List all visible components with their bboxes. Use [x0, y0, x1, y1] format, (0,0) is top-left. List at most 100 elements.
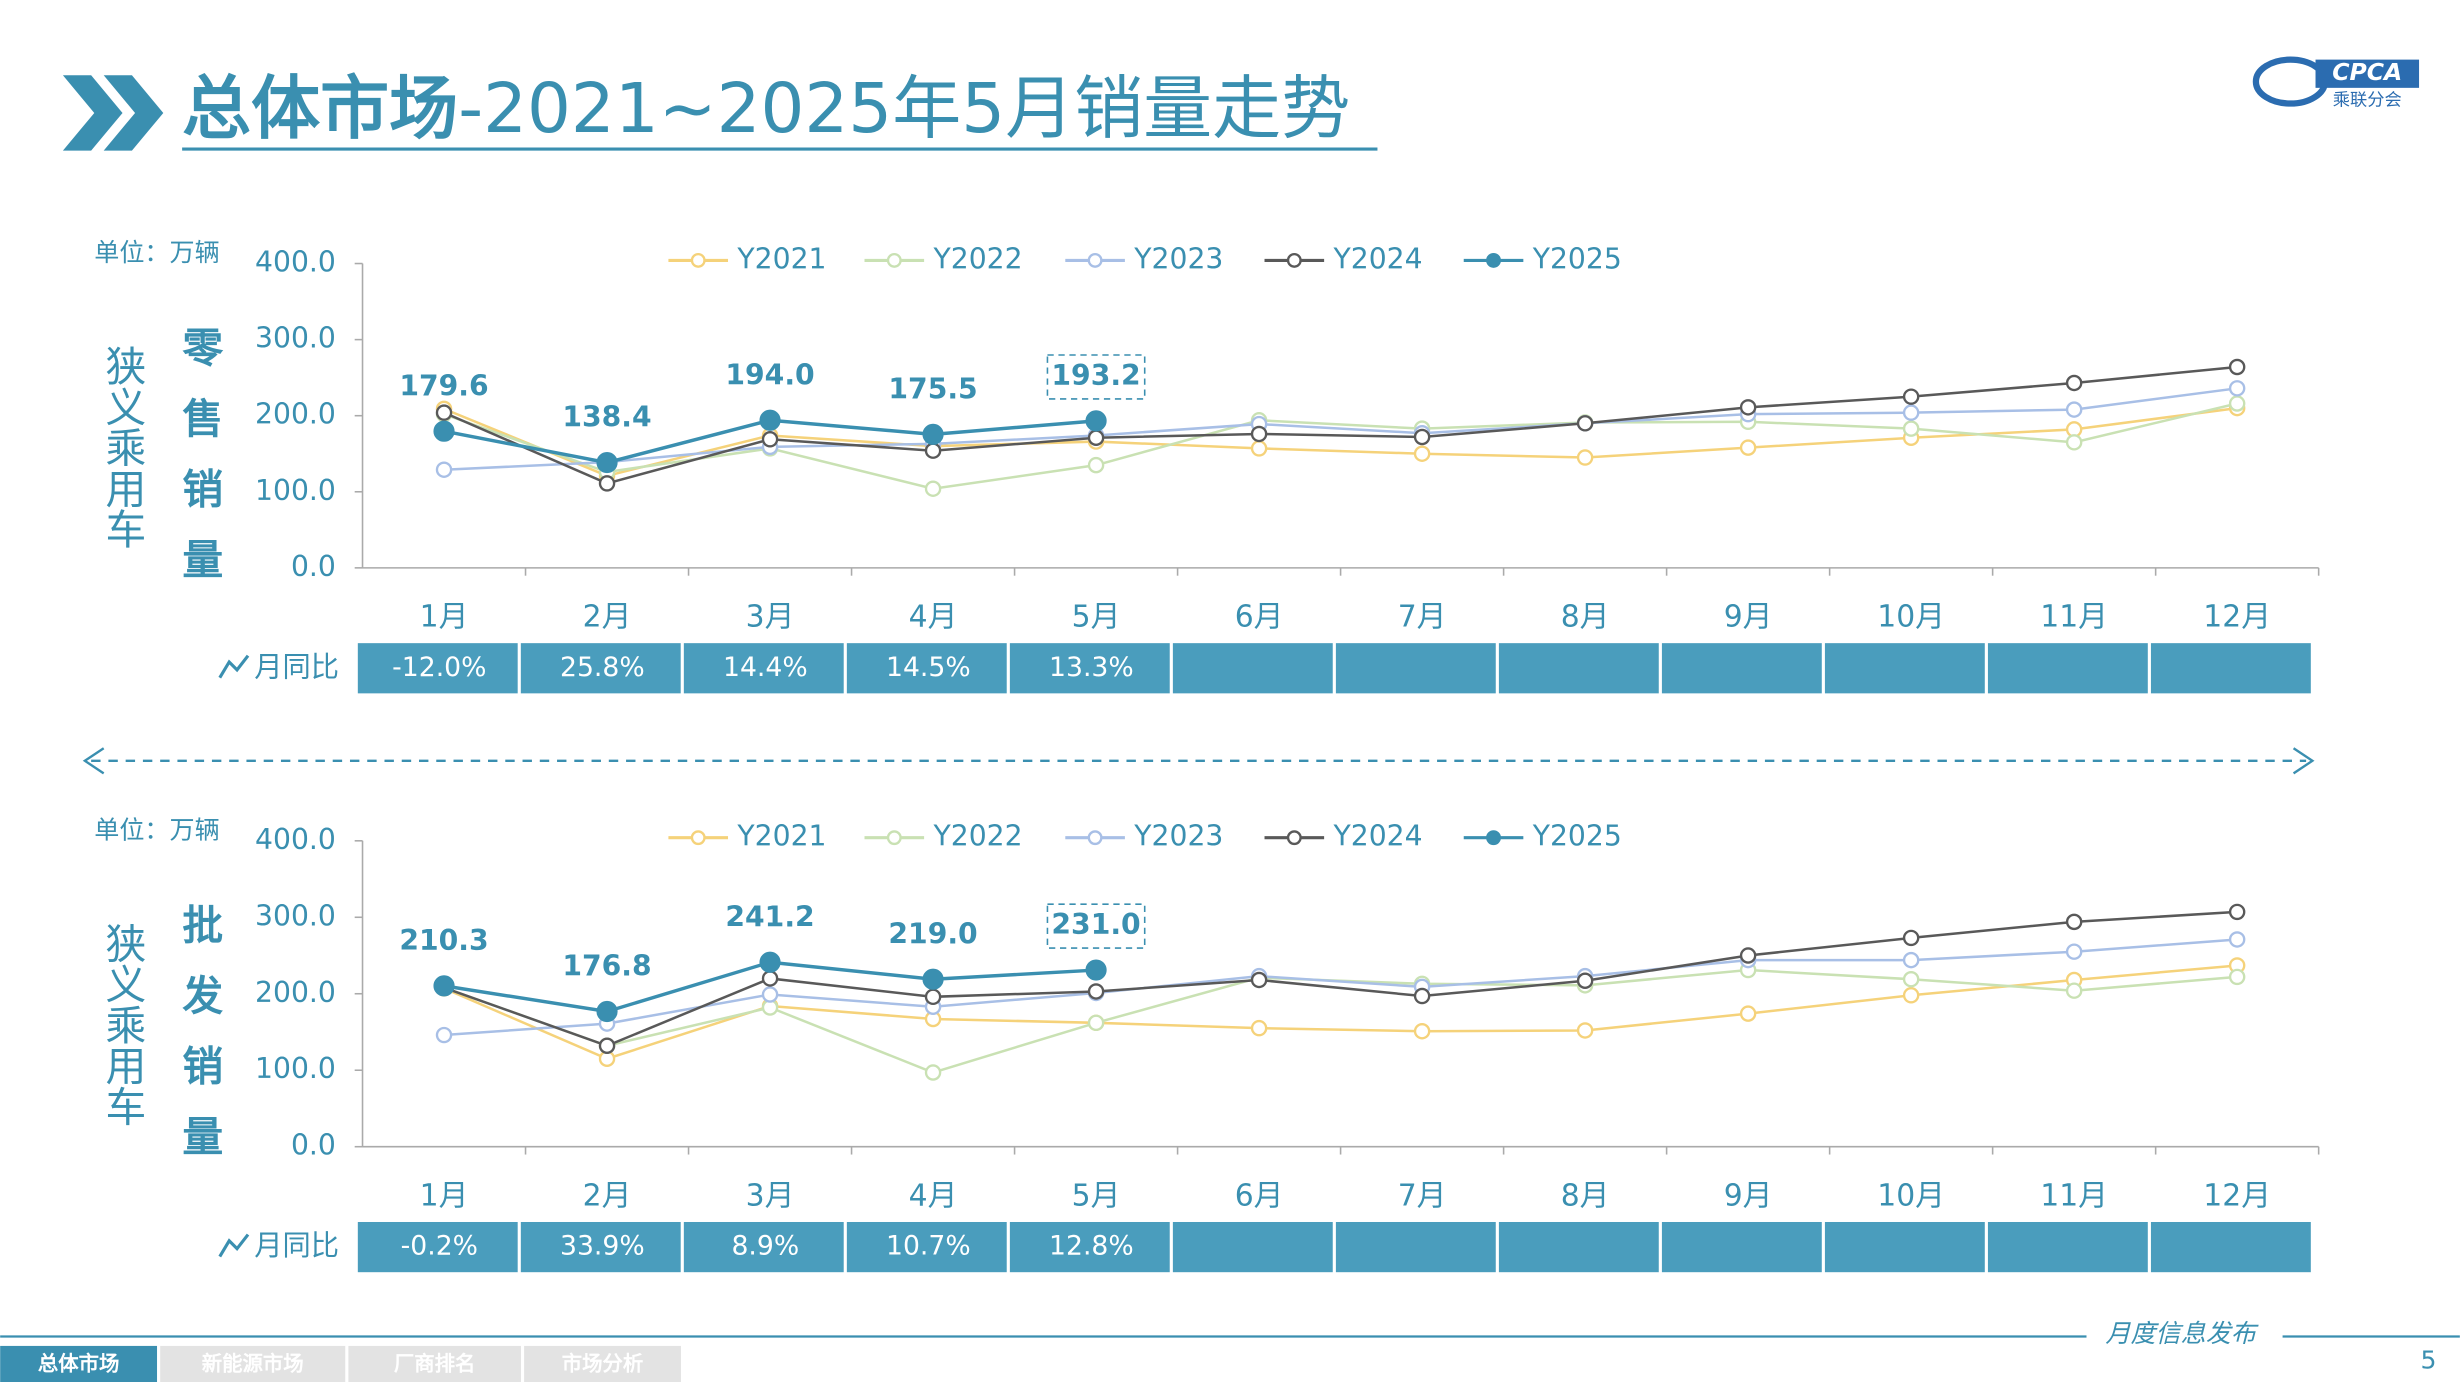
- series-point: [1087, 1014, 1105, 1032]
- x-tick-label: 9月: [1724, 1178, 1773, 1213]
- x-tick-label: 5月: [1072, 1178, 1121, 1213]
- x-tick-label: 2月: [583, 600, 632, 635]
- data-label: 194.0: [725, 358, 814, 391]
- series-point: [2065, 434, 2083, 451]
- legend-label: Y2021: [736, 242, 826, 275]
- data-label: 176.8: [562, 950, 651, 983]
- series-point: [1902, 929, 1920, 947]
- x-tick-label: 1月: [420, 600, 469, 635]
- series-point: [435, 1026, 453, 1044]
- series-line: [443, 910, 2238, 1048]
- series-point: [761, 986, 779, 1003]
- yoy-cell: [1335, 643, 1496, 694]
- tab-label[interactable]: 厂商排名: [394, 1352, 476, 1376]
- tab[interactable]: [524, 1345, 681, 1382]
- chevron: [62, 75, 123, 151]
- yoy-icon: [218, 654, 250, 679]
- y-tick-label: 300.0: [255, 899, 336, 932]
- series-point: [1087, 983, 1105, 1000]
- x-tick-label: 12月: [2203, 1178, 2271, 1213]
- legend-label: Y2023: [1133, 820, 1223, 853]
- yoy-cell: [1824, 1221, 1985, 1273]
- yoy-cell: [357, 643, 518, 694]
- yoy-cell: [2150, 643, 2311, 694]
- series-point: [2228, 968, 2246, 986]
- yoy-cell: [2150, 1221, 2311, 1273]
- series-point: [1902, 420, 1920, 437]
- series-point: [2228, 931, 2246, 948]
- series-point: [1087, 429, 1105, 446]
- x-tick-label: 7月: [1398, 600, 1447, 635]
- series-line: [443, 365, 2238, 485]
- x-tick-label: 2月: [583, 1178, 632, 1213]
- tab-label[interactable]: 市场分析: [562, 1352, 644, 1376]
- series-point: [1739, 399, 1757, 416]
- yoy-cell: [1661, 1221, 1822, 1273]
- series-point: [924, 442, 942, 459]
- tab[interactable]: [348, 1345, 521, 1382]
- subject-label: 狭义乘用车: [98, 345, 146, 549]
- yoy-cell: [1172, 643, 1333, 694]
- chevron: [103, 75, 164, 151]
- yoy-cell: [1824, 643, 1985, 694]
- y-tick-label: 0.0: [291, 1129, 336, 1162]
- x-tick-label: 1月: [420, 1178, 469, 1213]
- legend-label: Y2023: [1133, 242, 1223, 275]
- series-point: [2228, 380, 2246, 397]
- series-point: [598, 475, 616, 492]
- yoy-value: 14.4%: [723, 652, 808, 683]
- tab-label[interactable]: 新能源市场: [202, 1352, 304, 1376]
- yoy-value: 25.8%: [560, 652, 645, 683]
- series-point: [761, 970, 779, 987]
- legend-label: Y2025: [1532, 820, 1622, 853]
- x-tick-label: 12月: [2203, 600, 2271, 635]
- tab[interactable]: [160, 1345, 346, 1382]
- yoy-value: 33.9%: [560, 1231, 645, 1262]
- x-tick-label: 9月: [1724, 600, 1773, 635]
- x-tick-label: 7月: [1398, 1178, 1447, 1213]
- yoy-cell: [1009, 643, 1170, 694]
- series-point: [924, 1064, 942, 1081]
- legend-label: Y2022: [933, 242, 1023, 275]
- series-line: [443, 938, 2238, 1037]
- x-tick-label: 4月: [909, 1178, 958, 1213]
- x-tick-label: 8月: [1561, 1178, 1610, 1213]
- x-tick-label: 11月: [2040, 1178, 2108, 1213]
- title-rest: -2021~2025年5月销量走势: [458, 69, 1350, 149]
- series-point: [596, 451, 618, 474]
- series-point: [924, 480, 942, 497]
- legend-label: Y2025: [1532, 242, 1622, 275]
- tab[interactable]: [0, 1345, 158, 1382]
- legend-marker: [1286, 252, 1302, 268]
- unit-label: 单位：万辆: [94, 238, 219, 267]
- series-point: [1739, 439, 1757, 456]
- series-line: [443, 387, 2238, 471]
- yoy-value: -12.0%: [392, 652, 486, 683]
- tab-label[interactable]: 总体市场: [38, 1352, 120, 1376]
- yoy-value: 12.8%: [1049, 1231, 1134, 1262]
- series-point: [1087, 456, 1105, 474]
- yoy-label: 月同比: [254, 650, 339, 683]
- series-point: [433, 975, 455, 997]
- series-point: [1739, 947, 1757, 964]
- yoy-cell: [1498, 643, 1659, 694]
- data-label: 193.2: [1051, 359, 1140, 392]
- series-point: [2065, 374, 2083, 392]
- series-point: [2228, 395, 2246, 412]
- y-tick-label: 100.0: [255, 474, 336, 507]
- yoy-cell: [520, 1221, 681, 1273]
- yoy-cell: [1987, 643, 2148, 694]
- series-point: [1902, 951, 1920, 969]
- page-title: 总体市场-2021~2025年5月销量走势: [182, 69, 1350, 149]
- series-point: [2228, 358, 2246, 376]
- series-line: [443, 402, 2238, 491]
- series-point: [1085, 410, 1107, 432]
- series-point: [924, 988, 942, 1006]
- logo-sub: 乘联分会: [2333, 90, 2402, 110]
- series-point: [1250, 440, 1268, 457]
- subject-label: 狭义乘用车: [98, 922, 146, 1126]
- y-tick-label: 0.0: [291, 550, 336, 583]
- legend-marker: [1087, 252, 1103, 268]
- yoy-value: -0.2%: [401, 1231, 478, 1262]
